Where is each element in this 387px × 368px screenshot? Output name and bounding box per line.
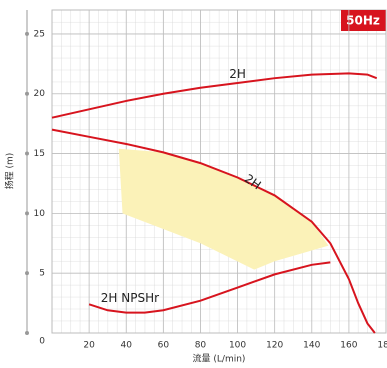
y-tick-dot xyxy=(25,91,29,96)
x-tick-label: 40 xyxy=(120,341,132,351)
x-tick-label: 120 xyxy=(266,341,283,351)
x-tick-label: 80 xyxy=(195,341,207,351)
curve xyxy=(88,261,331,314)
y-tick-label: 20 xyxy=(34,89,46,99)
badge xyxy=(341,10,386,31)
x-tick-label: 180 xyxy=(377,341,387,351)
annotation: 2H xyxy=(229,67,246,81)
x-tick-label: 140 xyxy=(303,341,320,351)
y-tick-dot xyxy=(25,271,29,276)
annotation: 2H NPSHr xyxy=(101,291,159,305)
y-tick-label: 15 xyxy=(34,149,45,159)
y-axis-label: 扬程 (m) xyxy=(4,153,16,190)
y-tick-dot xyxy=(25,331,29,335)
x-tick-label: 160 xyxy=(340,341,357,351)
operating-region xyxy=(118,148,329,270)
y-tick-dot xyxy=(25,211,29,216)
curve xyxy=(51,72,378,119)
y-tick-label: 10 xyxy=(34,209,46,219)
curve xyxy=(51,128,376,334)
y-tick-dot xyxy=(25,151,29,156)
y-tick-label: 0 xyxy=(39,337,45,347)
y-tick-dot xyxy=(25,31,29,36)
x-tick-label: 100 xyxy=(229,341,246,351)
x-axis-label: 流量 (L/min) xyxy=(193,353,246,365)
x-tick-label: 60 xyxy=(158,341,170,351)
y-tick-label: 25 xyxy=(34,29,45,39)
x-tick-label: 20 xyxy=(83,341,95,351)
badge-text: 50Hz xyxy=(346,14,380,28)
y-tick-label: 5 xyxy=(39,269,45,279)
